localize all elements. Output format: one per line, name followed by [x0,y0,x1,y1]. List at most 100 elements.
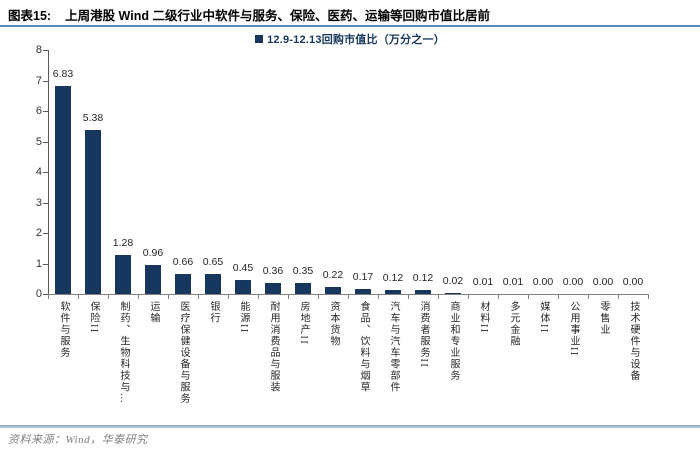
x-category-label: 银行 [198,301,228,421]
x-tick-mark [258,295,259,299]
x-tick-mark [198,295,199,299]
y-tick-label: 6 [35,105,42,117]
x-category-label: 保险II [78,301,108,421]
x-category-label-text: 能源II [238,301,249,334]
x-category-label: 软件与服务 [48,301,78,421]
bar [85,130,101,294]
x-category-label-text: 房地产II [298,301,309,346]
y-tick-mark [43,202,48,204]
y-tick-label: 0 [35,288,42,300]
bar-value-label: 0.35 [292,265,314,277]
x-category-label-text: 汽车与汽车零部件 [388,301,399,393]
legend-label: 12.9-12.13回购市值比（万分之一） [267,34,445,46]
x-category-label-text: 材料II [478,301,489,334]
x-tick-mark [108,295,109,299]
bar-value-label: 5.38 [82,112,104,124]
bar-value-label: 0.00 [622,276,644,288]
x-tick-mark [138,295,139,299]
x-category-label-text: 消费者服务II [418,301,429,369]
bar [325,287,341,294]
bar [175,274,191,294]
y-tick-mark [43,50,48,51]
x-category-label: 房地产II [288,301,318,421]
y-tick-mark [43,263,48,265]
x-tick-mark [438,295,439,299]
x-tick-mark [648,295,649,299]
bar-value-label: 0.17 [352,271,374,283]
bar-value-label: 6.83 [52,68,74,80]
y-tick-mark [43,172,48,173]
x-category-label-text: 零售业 [598,301,609,336]
x-tick-mark [48,295,49,299]
x-category-label-text: 软件与服务 [58,301,69,359]
x-category-label: 媒体II [528,301,558,421]
y-tick-label: 1 [35,257,42,270]
bar [205,274,221,294]
x-category-label-text: 多元金融 [508,301,519,347]
x-tick-mark [168,295,169,299]
bar-value-label: 0.96 [142,247,164,259]
y-tick-mark [43,233,48,234]
bar [355,289,371,294]
bar-value-label: 0.00 [532,276,554,288]
y-tick-mark [43,111,48,112]
y-tick-mark [43,141,48,143]
x-category-label: 制药、生物科技与… [108,301,138,421]
x-category-label-text: 资本货物 [328,301,339,347]
x-category-label: 耐用消费品与服装 [258,301,288,421]
bar [295,283,311,294]
bar [55,86,71,294]
x-category-label-text: 医疗保健设备与服务 [178,301,189,405]
bar [415,290,431,294]
x-category-label: 多元金融 [498,301,528,421]
x-category-label-text: 耐用消费品与服装 [268,301,279,393]
bar-value-label: 0.36 [262,265,284,277]
chart-legend: 12.9-12.13回购市值比（万分之一） [0,32,700,46]
x-category-label: 零售业 [588,301,618,421]
x-category-label: 汽车与汽车零部件 [378,301,408,421]
x-category-label: 技术硬件与设备 [618,301,648,421]
x-category-label-text: 运输 [148,301,159,324]
x-category-label: 医疗保健设备与服务 [168,301,198,421]
x-category-label: 材料II [468,301,498,421]
x-tick-mark [378,295,379,299]
x-tick-mark [498,295,499,299]
x-category-label-text: 银行 [208,301,219,324]
bar [235,280,251,294]
y-tick-label: 8 [35,44,42,56]
footer-divider [0,425,700,428]
x-tick-mark [288,295,289,299]
bar [265,283,281,294]
x-tick-mark [588,295,589,299]
title-divider [0,25,700,27]
bar-value-label: 0.02 [442,275,464,287]
figure-number-label: 图表15: [8,9,52,23]
figure-title-row: 图表15: 上周港股 Wind 二级行业中软件与服务、保险、医药、运输等回购市值比… [8,5,696,24]
x-category-label-text: 媒体II [538,301,549,334]
x-category-label: 运输 [138,301,168,421]
bar [385,290,401,294]
y-tick-mark [43,294,48,295]
x-category-label-text: 食品、饮料与烟草 [358,301,369,393]
bar-value-label: 0.45 [232,262,254,274]
bar-value-label: 0.12 [382,272,404,284]
bar [115,255,131,294]
y-tick-label: 3 [35,196,42,209]
figure-title: 上周港股 Wind 二级行业中软件与服务、保险、医药、运输等回购市值比居前 [65,9,490,23]
x-tick-mark [618,295,619,299]
x-category-label-text: 保险II [88,301,99,334]
y-tick-label: 2 [35,227,42,239]
x-category-label-text: 技术硬件与设备 [628,301,639,382]
source-note: 资料来源：Wind，华泰研究 [8,434,148,446]
y-tick-mark [43,80,48,82]
bar-value-label: 0.00 [562,276,584,288]
y-tick-label: 7 [35,74,42,87]
bar-value-label: 0.01 [472,276,494,288]
bar [445,293,461,294]
y-tick-label: 5 [35,135,42,148]
bar-value-label: 0.00 [592,276,614,288]
x-category-label: 消费者服务II [408,301,438,421]
x-tick-mark [318,295,319,299]
x-category-label-text: 制药、生物科技与… [118,301,129,405]
x-tick-mark [408,295,409,299]
